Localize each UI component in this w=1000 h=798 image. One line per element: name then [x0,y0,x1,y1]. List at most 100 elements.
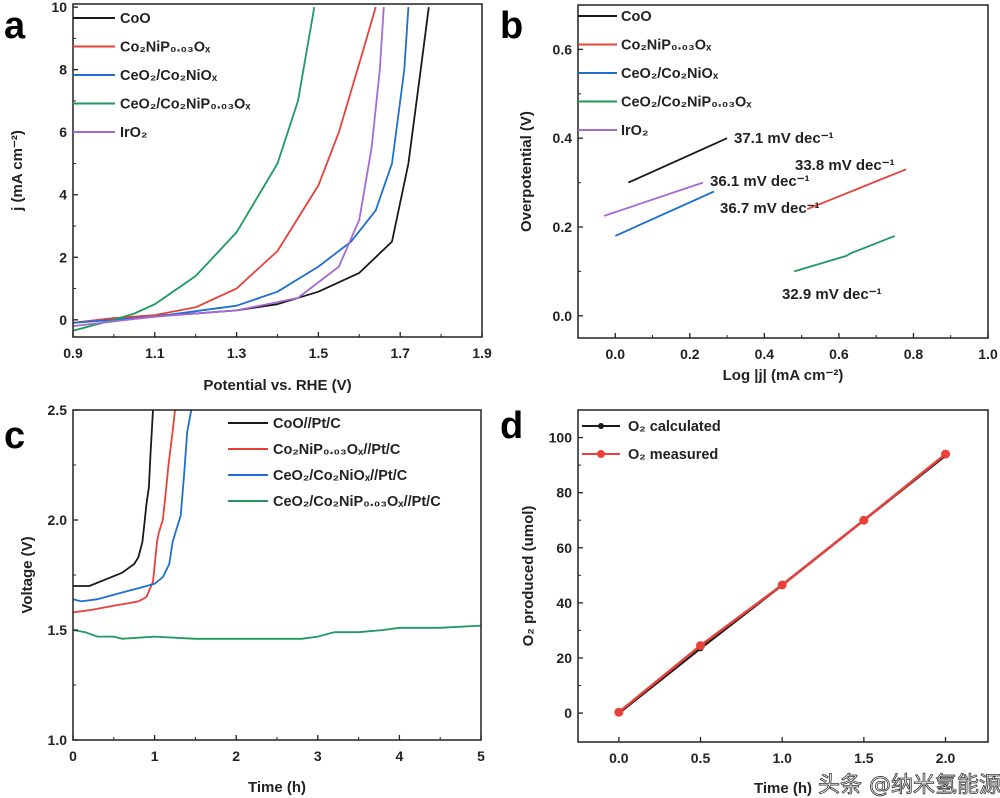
panel-a: 0.9 1.1 1.3 1.5 1.7 1.9 0 2 4 6 8 10 Potential vs. R… [9,0,492,394]
y-tick-label: 6 [59,124,67,140]
x-axis-label: Time (h) [248,779,306,796]
y-axis-label: j (mA cm⁻²) [9,130,26,212]
y-tick-label: 10 [51,0,67,15]
data-point [777,580,787,590]
legend-label: CoO//Pt/C [273,416,341,432]
panel-letter-a: a [4,5,26,47]
y-axis-label: O₂ produced (umol) [520,506,537,647]
y-tick-label: 80 [556,485,572,501]
x-tick-label: 0 [69,748,77,764]
series-group [614,449,951,717]
x-tick-label: 1.1 [145,345,165,361]
series-line-3 [793,235,896,273]
y-tick-label: 2.5 [48,402,68,418]
x-tick-label: 1 [151,748,159,764]
x-tick-label: 3 [314,748,322,764]
x-tick-label: 1.0 [978,346,998,362]
y-tick-label: 100 [549,430,573,446]
legend-label: CeO₂/Co₂NiOₓ//Pt/C [273,468,408,484]
x-tick-label: 1.0 [772,750,792,766]
slope-annotation: 32.9 mV dec⁻¹ [782,286,882,303]
legend-marker [597,450,605,458]
series-group [73,410,481,640]
legend-label: CeO₂/Co₂NiP₀.₀₃Oₓ [621,95,752,111]
series-line-3 [73,624,481,640]
y-tick-label: 2 [59,249,67,265]
x-tick-label: 0.0 [606,346,626,362]
legend-label: CeO₂/Co₂NiOₓ [120,68,218,84]
x-axis-label: Log |j| (mA cm⁻²) [723,367,844,384]
y-axis-label: Voltage (V) [19,536,36,613]
x-tick-label: 0.8 [904,346,924,362]
panel-letter-b: b [500,5,523,47]
x-tick-label: 5 [477,748,485,764]
x-tick-label: 0.5 [691,750,711,766]
x-tick-label: 2.0 [936,750,956,766]
legend-label: IrO₂ [120,125,147,141]
y-axis-label: Overpotential (V) [518,111,535,232]
legend: O₂ calculated O₂ measured [582,419,721,463]
x-tick-label: 4 [396,748,404,764]
x-tick-label: 1.5 [309,345,329,361]
data-point [696,641,706,651]
legend: CoO Co₂NiP₀.₀₃Oₓ CeO₂/Co₂NiOₓ CeO₂/Co₂NiP₀.… [578,9,752,139]
data-point [859,515,869,525]
series-line-0 [73,410,154,587]
y-tick-label: 0.6 [553,41,573,57]
legend-label: CoO [621,9,652,25]
panel-letter-c: c [4,415,25,457]
y-tick-label: 1.0 [48,732,68,748]
legend: CoO//Pt/C Co₂NiP₀.₀₃Oₓ//Pt/C CeO₂/Co₂NiOₓ/… [228,416,441,510]
x-tick-label: 0.9 [63,345,83,361]
series-line-4 [73,7,385,327]
y-tick-label: 4 [59,187,67,203]
x-tick-label: 1.7 [390,345,410,361]
legend-label: IrO₂ [621,123,648,139]
legend-label: Co₂NiP₀.₀₃Oₓ [621,38,712,54]
watermark: 头条 @纳米氢能源 [818,773,1000,798]
series-line-4 [603,181,704,217]
data-point [614,707,624,717]
series-group [603,137,907,273]
panel-b: 37.1 mV dec⁻¹ 33.8 mV dec⁻¹ 36.7 mV dec⁻¹ 3… [518,4,998,384]
legend-label: O₂ measured [628,447,718,463]
x-axis-label: Potential vs. RHE (V) [203,377,351,394]
x-tick-label: 0.2 [680,346,700,362]
series-line-3 [73,6,316,332]
legend-label: Co₂NiP₀.₀₃Oₓ [120,40,211,56]
series-line-1 [73,6,377,324]
series-line-2 [614,190,715,237]
x-tick-label: 0.4 [755,346,775,362]
x-tick-label: 2 [232,748,240,764]
legend-label: Co₂NiP₀.₀₃Oₓ//Pt/C [273,442,401,458]
legend: CoO Co₂NiP₀.₀₃Oₓ CeO₂/Co₂NiOₓ CeO₂/Co₂NiP₀.… [73,11,251,141]
y-tick-label: 0 [564,705,572,721]
x-tick-label: 1.9 [472,345,492,361]
slope-annotation: 33.8 mV dec⁻¹ [795,157,895,174]
x-axis-label: Time (h) [754,780,812,797]
legend-label: CeO₂/Co₂NiOₓ [621,66,719,82]
series-line-2 [73,410,193,603]
series-line-2 [73,7,410,324]
axes-frame [72,409,482,741]
y-tick-label: 8 [59,62,67,78]
y-tick-label: 40 [556,595,572,611]
x-tick-label: 1.5 [854,750,874,766]
panel-d: 0.0 0.5 1.0 1.5 2.0 0 20 40 60 80 100 Time (h) O₂ pr… [520,409,989,797]
y-tick-label: 0.4 [553,130,573,146]
y-tick-label: 60 [556,540,572,556]
slope-annotation: 37.1 mV dec⁻¹ [734,130,834,147]
y-tick-label: 0.0 [553,308,573,324]
y-tick-label: 0 [59,312,67,328]
legend-label: CeO₂/Co₂NiP₀.₀₃Oₓ//Pt/C [273,494,441,510]
series-group [73,6,430,332]
slope-annotation: 36.7 mV dec⁻¹ [720,200,820,217]
y-tick-label: 20 [556,650,572,666]
legend-marker [598,423,604,429]
series-line-1 [806,168,907,211]
x-tick-label: 1.3 [227,345,247,361]
legend-label: O₂ calculated [628,419,721,435]
legend-label: CeO₂/Co₂NiP₀.₀₃Oₓ [120,97,251,113]
y-tick-label: 0.2 [553,219,573,235]
